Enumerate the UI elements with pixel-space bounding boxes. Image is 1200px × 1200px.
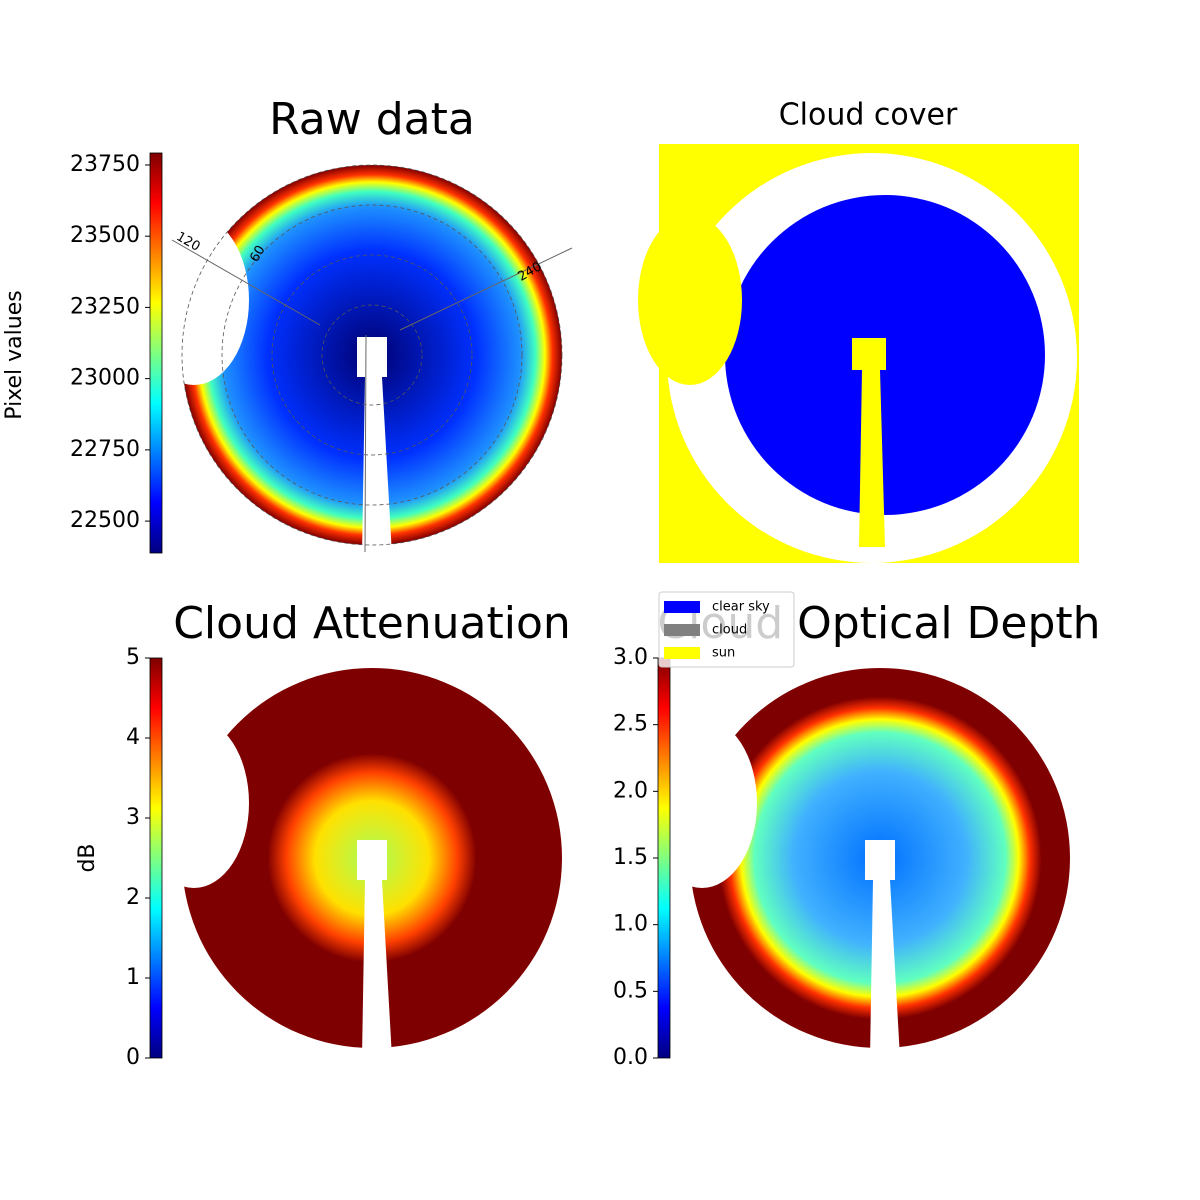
colorbar-label: Pixel values (2, 290, 27, 419)
colorbar-tick-label: 5 (126, 645, 140, 670)
image-mask (139, 718, 249, 888)
panel-title: Raw data (269, 94, 475, 145)
colorbar-tick-label: 3 (126, 805, 140, 830)
elevation-ring (271, 254, 473, 456)
legend-swatch (664, 624, 700, 636)
colorbar-tick-label: 4 (126, 725, 140, 750)
colorbar (149, 152, 163, 554)
azimuth-line (171, 239, 321, 326)
colorbar-tick-label: 1.5 (613, 845, 648, 870)
colorbar-tick-label: 1.0 (613, 912, 648, 937)
colorbar-tick-label: 3.0 (613, 645, 648, 670)
legend-label: sun (712, 646, 735, 661)
colorbar-tick-label: 0.5 (613, 978, 648, 1003)
colorbar-tick-label: 2 (126, 885, 140, 910)
colorbar (149, 657, 163, 1059)
azimuth-label: 60 (247, 243, 268, 265)
elevation-ring (181, 164, 563, 546)
colorbar-tick-label: 22750 (70, 437, 140, 462)
image-mask (638, 215, 742, 385)
colorbar-tick-label: 23500 (70, 223, 140, 248)
colorbar-label: dB (75, 843, 100, 872)
azimuth-line (364, 334, 367, 553)
mast (865, 840, 900, 1058)
image-mask (139, 215, 249, 385)
legend-label: cloud (712, 623, 747, 638)
colorbar-tick-label: 0.0 (613, 1045, 648, 1070)
colorbar-tick-label: 23250 (70, 294, 140, 319)
colorbar-tick-label: 2.5 (613, 712, 648, 737)
colorbar-tick-label: 22500 (70, 508, 140, 533)
elevation-ring (221, 204, 523, 506)
panel-title: Cloud Attenuation (173, 598, 571, 649)
colorbar (657, 657, 671, 1059)
image-mask (647, 718, 757, 888)
colorbar-tick-label: 0 (126, 1045, 140, 1070)
colorbar-tick-label: 1 (126, 965, 140, 990)
legend-swatch (664, 601, 700, 613)
colorbar-tick-label: 23750 (70, 152, 140, 177)
mast (852, 338, 886, 547)
elevation-ring (321, 304, 423, 406)
colorbar-tick-label: 23000 (70, 366, 140, 391)
colorbar-tick-label: 2.0 (613, 778, 648, 803)
azimuth-line (399, 247, 573, 331)
legend-swatch (664, 647, 700, 659)
panel-title: Cloud cover (779, 98, 958, 133)
mast (357, 840, 392, 1058)
legend-label: clear sky (712, 600, 770, 615)
